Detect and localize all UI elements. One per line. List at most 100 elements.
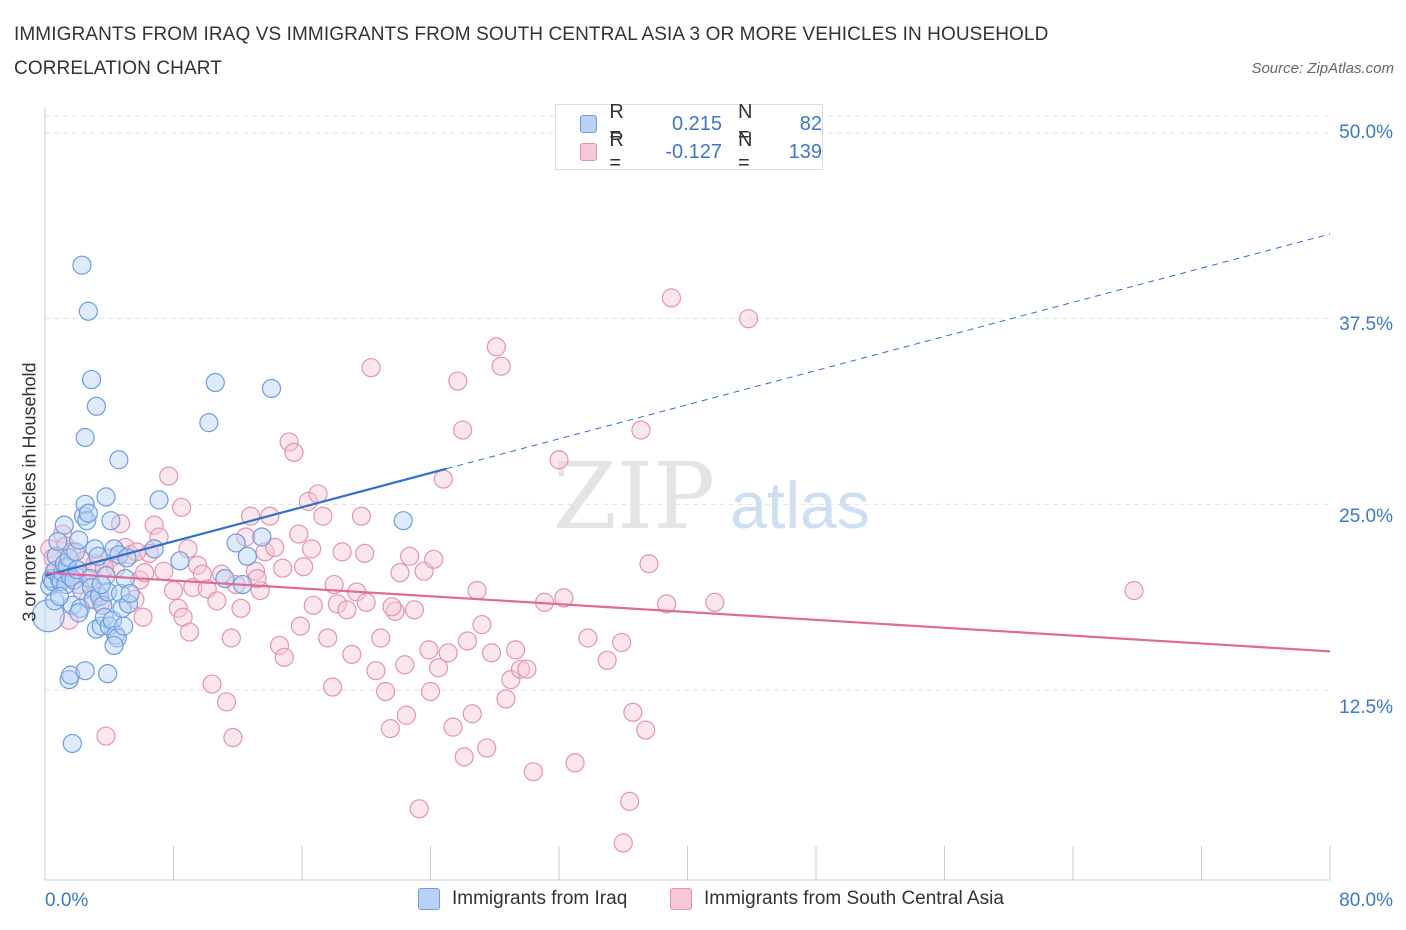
r-value: 0.215 — [671, 112, 723, 135]
data-point — [428, 658, 449, 678]
series-legend: Immigrants from Iraq Immigrants from Sou… — [0, 888, 1406, 916]
data-point — [252, 527, 272, 547]
data-point — [631, 420, 651, 440]
iraq-trend-line — [44, 467, 447, 577]
y-tick-label: 25.0% — [1339, 506, 1393, 527]
data-point — [144, 515, 164, 535]
data-point — [438, 643, 458, 663]
data-point — [75, 427, 95, 448]
legend-item-sca[interactable]: Immigrants from South Central Asia — [670, 888, 1004, 910]
data-point — [623, 702, 643, 722]
data-point — [269, 635, 290, 656]
data-point — [91, 574, 111, 595]
data-point — [187, 555, 208, 575]
data-point — [294, 557, 314, 577]
data-point — [565, 753, 585, 773]
y-tick-label: 50.0% — [1339, 122, 1393, 143]
data-point — [289, 524, 309, 544]
data-point — [104, 635, 124, 656]
legend-label-iraq: Immigrants from Iraq — [452, 888, 628, 909]
data-point — [202, 674, 222, 694]
data-point — [265, 537, 285, 558]
data-point — [171, 497, 192, 517]
data-point — [255, 542, 275, 562]
y-tick-label: 37.5% — [1339, 314, 1393, 335]
data-point — [72, 255, 92, 275]
data-point — [424, 549, 444, 569]
data-point — [279, 432, 299, 452]
data-point — [114, 616, 134, 636]
watermark-atlas: atlas — [730, 468, 869, 542]
iraq-swatch — [418, 888, 440, 910]
sca-trend-line — [44, 571, 1331, 653]
data-point — [462, 704, 482, 724]
data-point — [481, 643, 502, 663]
data-point — [549, 450, 569, 470]
data-point — [236, 527, 256, 547]
data-point — [290, 616, 310, 636]
data-point — [237, 546, 257, 566]
data-point — [356, 592, 376, 612]
data-point — [133, 607, 153, 627]
legend-row-iraq: R = 0.215 N = 82 — [580, 101, 822, 146]
data-point — [404, 600, 425, 620]
data-point — [390, 563, 410, 583]
data-point — [96, 726, 116, 746]
data-point — [168, 598, 188, 618]
data-point — [302, 539, 322, 559]
data-point — [443, 717, 463, 737]
data-point — [477, 738, 497, 758]
data-point — [274, 647, 294, 667]
data-point — [134, 563, 155, 583]
data-point — [510, 659, 531, 679]
data-point — [231, 598, 251, 618]
data-point — [506, 640, 526, 660]
y-axis-label: 3 or more Vehicles in Household — [19, 362, 40, 622]
data-point — [247, 568, 267, 589]
data-point — [86, 396, 107, 416]
data-point — [154, 561, 174, 581]
data-point — [620, 791, 640, 812]
data-point — [738, 309, 759, 329]
data-point — [366, 661, 386, 681]
data-point — [216, 692, 237, 712]
y-tick-label: 12.5% — [1339, 697, 1393, 718]
data-point — [69, 603, 89, 623]
r-label: R = — [609, 129, 624, 174]
data-point — [501, 670, 521, 690]
source-label: Source: ZipAtlas.com — [1251, 60, 1394, 77]
data-point — [48, 531, 68, 552]
data-point — [179, 622, 200, 642]
stats-legend: R = 0.215 N = 82 R = -0.127 N = 139 — [555, 101, 823, 174]
data-point — [159, 466, 179, 486]
data-point — [361, 358, 381, 378]
data-point — [170, 551, 190, 571]
data-point — [261, 378, 282, 399]
data-point — [149, 490, 169, 510]
data-point — [303, 595, 323, 615]
n-label: N = — [738, 129, 753, 174]
data-point — [409, 799, 429, 819]
data-point — [448, 371, 468, 391]
watermark: ZIP atlas — [553, 443, 870, 550]
data-point — [332, 542, 352, 562]
data-point — [81, 369, 102, 390]
data-point — [371, 628, 391, 648]
data-point — [613, 833, 633, 853]
data-point — [523, 762, 543, 782]
data-point — [661, 288, 682, 308]
data-point — [61, 665, 81, 685]
chart-title: IMMIGRANTS FROM IRAQ VS IMMIGRANTS FROM … — [14, 24, 1049, 79]
legend-item-iraq[interactable]: Immigrants from Iraq — [418, 888, 627, 910]
data-point — [313, 506, 333, 526]
data-point — [226, 533, 246, 553]
data-point — [396, 705, 417, 725]
data-point — [636, 720, 656, 740]
r-value: -0.127 — [665, 140, 723, 163]
data-point — [337, 600, 357, 620]
data-point — [96, 487, 116, 507]
n-label: N = — [738, 101, 753, 146]
trend-lines — [44, 233, 1331, 653]
n-value: 139 — [788, 140, 822, 163]
